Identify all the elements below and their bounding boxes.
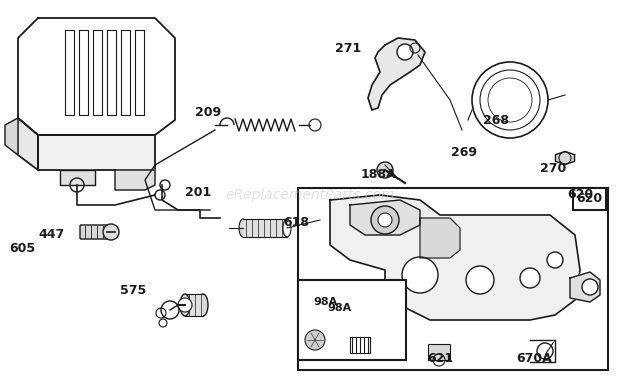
Text: 269: 269 — [451, 146, 477, 158]
Circle shape — [582, 279, 598, 295]
Text: 605: 605 — [9, 242, 35, 255]
Polygon shape — [570, 272, 600, 302]
Text: 268: 268 — [483, 114, 509, 127]
Bar — [298, 188, 608, 370]
Circle shape — [520, 268, 540, 288]
Ellipse shape — [239, 219, 247, 237]
Text: 575: 575 — [120, 283, 146, 296]
Text: 201: 201 — [185, 185, 211, 198]
Text: eReplacementParts.com: eReplacementParts.com — [225, 188, 395, 202]
Polygon shape — [350, 200, 420, 235]
Bar — [298, 280, 406, 360]
Circle shape — [371, 206, 399, 234]
Bar — [573, 188, 606, 210]
Circle shape — [466, 266, 494, 294]
Polygon shape — [420, 218, 460, 258]
Polygon shape — [330, 195, 580, 320]
Text: 98A: 98A — [313, 297, 337, 307]
Circle shape — [178, 298, 192, 312]
Text: 209: 209 — [195, 106, 221, 119]
Polygon shape — [368, 38, 425, 110]
Text: 620: 620 — [567, 188, 593, 201]
Text: 620: 620 — [576, 193, 602, 206]
Circle shape — [402, 257, 438, 293]
Polygon shape — [115, 170, 155, 190]
Bar — [428, 344, 450, 360]
Polygon shape — [18, 18, 175, 135]
Text: 670A: 670A — [516, 352, 552, 364]
Bar — [185, 294, 203, 316]
Text: 98A: 98A — [328, 303, 352, 313]
Circle shape — [377, 162, 393, 178]
Circle shape — [547, 252, 563, 268]
Circle shape — [103, 224, 119, 240]
Text: 271: 271 — [335, 41, 361, 54]
Ellipse shape — [198, 294, 208, 316]
Text: 270: 270 — [540, 162, 566, 174]
Polygon shape — [38, 135, 155, 170]
Text: 447: 447 — [39, 228, 65, 241]
Text: 618: 618 — [283, 215, 309, 228]
Polygon shape — [60, 170, 95, 185]
Polygon shape — [18, 118, 38, 170]
Bar — [350, 337, 370, 353]
Ellipse shape — [283, 219, 291, 237]
Circle shape — [397, 44, 413, 60]
Polygon shape — [5, 118, 18, 155]
Circle shape — [305, 330, 325, 350]
Polygon shape — [556, 151, 575, 165]
Ellipse shape — [180, 294, 190, 316]
Circle shape — [378, 213, 392, 227]
Text: 621: 621 — [427, 352, 453, 364]
Bar — [243, 219, 287, 237]
Text: 188A: 188A — [360, 168, 396, 182]
FancyBboxPatch shape — [80, 225, 110, 239]
